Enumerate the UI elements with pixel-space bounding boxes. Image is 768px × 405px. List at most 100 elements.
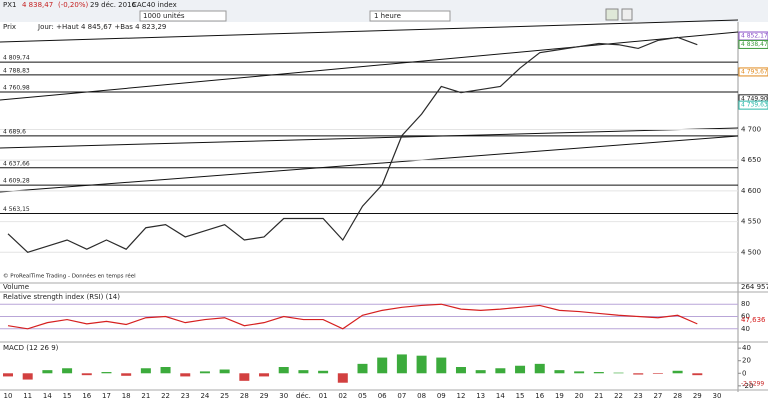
date-label: 14 [43, 392, 52, 400]
macd-bar [613, 372, 624, 374]
macd-bar [219, 369, 230, 374]
price-tag-label: 4 749,90 [741, 95, 768, 102]
trendline [0, 135, 739, 193]
date-label: 25 [220, 392, 229, 400]
date-label: 16 [82, 392, 91, 400]
date-label: 11 [23, 392, 32, 400]
y-tick-label: 60 [741, 313, 750, 321]
date-label: 15 [516, 392, 525, 400]
rsi-last: 47,636 [741, 316, 766, 324]
level-label: 4 609,28 [3, 178, 30, 185]
date-label: 30 [279, 392, 288, 400]
macd-bar [160, 367, 171, 374]
macd-bar [199, 371, 210, 374]
macd-bar [475, 370, 486, 374]
level-label: 4 689,6 [3, 128, 26, 135]
volume-last: 264 957 [741, 283, 768, 291]
date-label: 24 [200, 392, 209, 400]
y-tick-label: 4 600 [741, 187, 761, 195]
price-tag-label: 4 739,63 [741, 102, 768, 109]
y-tick-label: 4 650 [741, 156, 761, 164]
date-label: 23 [181, 392, 190, 400]
macd-bar [180, 373, 191, 377]
macd-bar [436, 357, 447, 374]
date-label: 13 [476, 392, 485, 400]
last-price: 4 838,47 [22, 1, 53, 9]
macd-bar [81, 373, 92, 376]
date-label: 07 [397, 392, 406, 400]
macd-bar [337, 373, 348, 383]
date-label: 17 [102, 392, 111, 400]
date-label: 30 [713, 392, 722, 400]
date-label: déc. [296, 392, 311, 400]
macd-bar [377, 357, 388, 374]
y-tick-label: 4 500 [741, 248, 761, 256]
macd-bar [652, 373, 663, 374]
trendline [0, 19, 739, 43]
y-tick-label: 20 [742, 357, 751, 365]
date-label: 08 [417, 392, 426, 400]
date-label: 19 [555, 392, 564, 400]
macd-bar [318, 370, 329, 374]
macd-bar [554, 370, 565, 374]
period-dropdown[interactable] [369, 10, 451, 22]
date: 29 déc. 2016 [90, 1, 137, 9]
macd-bar [672, 370, 683, 374]
macd-bar [416, 355, 427, 374]
units-dropdown[interactable] [139, 10, 227, 22]
menu-icon[interactable] [621, 8, 633, 21]
date-label: 09 [437, 392, 446, 400]
macd-bar [259, 373, 270, 377]
y-tick-label: 40 [742, 344, 751, 352]
date-label: 23 [634, 392, 643, 400]
change: (-0,20%) [58, 1, 88, 9]
macd-last: -2,5299 [741, 381, 764, 388]
instrument[interactable]: PX1 [3, 1, 16, 9]
macd-bar [534, 363, 545, 374]
date-label: 22 [614, 392, 623, 400]
price-tag-label: 4 793,67 [741, 68, 768, 75]
volume-label: Volume [3, 283, 29, 291]
macd-bar [298, 370, 309, 374]
rsi-label: Relative strength index (RSI) (14) [3, 293, 120, 301]
macd-bar [101, 372, 112, 374]
macd-bar [495, 368, 506, 374]
date-label: 16 [535, 392, 544, 400]
macd-label: MACD (12 26 9) [3, 344, 59, 352]
date-label: 06 [378, 392, 387, 400]
y-tick-label: 0 [742, 369, 746, 377]
date-label: 22 [161, 392, 170, 400]
macd-bar [121, 373, 132, 376]
macd-bar [62, 368, 73, 374]
price-tag [738, 39, 768, 49]
instrument-name: CAC40 index [132, 1, 177, 9]
date-label: 12 [457, 392, 466, 400]
level-label: 4 637,66 [3, 160, 30, 167]
date-label: 15 [63, 392, 72, 400]
macd-bar [42, 370, 53, 374]
macd-bar [22, 373, 33, 380]
price-label: Prix [3, 23, 16, 31]
level-label: 4 760,98 [3, 85, 30, 92]
macd-bar [692, 373, 703, 376]
date-label: 05 [358, 392, 367, 400]
rsi-line [7, 303, 698, 330]
macd-bar [278, 367, 289, 374]
level-label: 4 563,15 [3, 206, 30, 213]
date-label: 21 [141, 392, 150, 400]
price-tag [738, 67, 768, 77]
macd-bar [515, 365, 526, 374]
trendline [0, 31, 739, 101]
date-label: 20 [575, 392, 584, 400]
y-tick-label: 40 [741, 325, 750, 333]
date-label: 27 [653, 392, 662, 400]
y-tick-label: 4 700 [741, 125, 761, 133]
y-tick-label: 4 550 [741, 218, 761, 226]
date-label: 29 [260, 392, 269, 400]
macd-bar [140, 368, 151, 374]
level-label: 4 809,74 [3, 55, 30, 62]
price-tag-label: 4 852,17 [741, 33, 768, 40]
chart-icon[interactable] [605, 8, 619, 21]
level-label: 4 788,83 [3, 67, 30, 74]
